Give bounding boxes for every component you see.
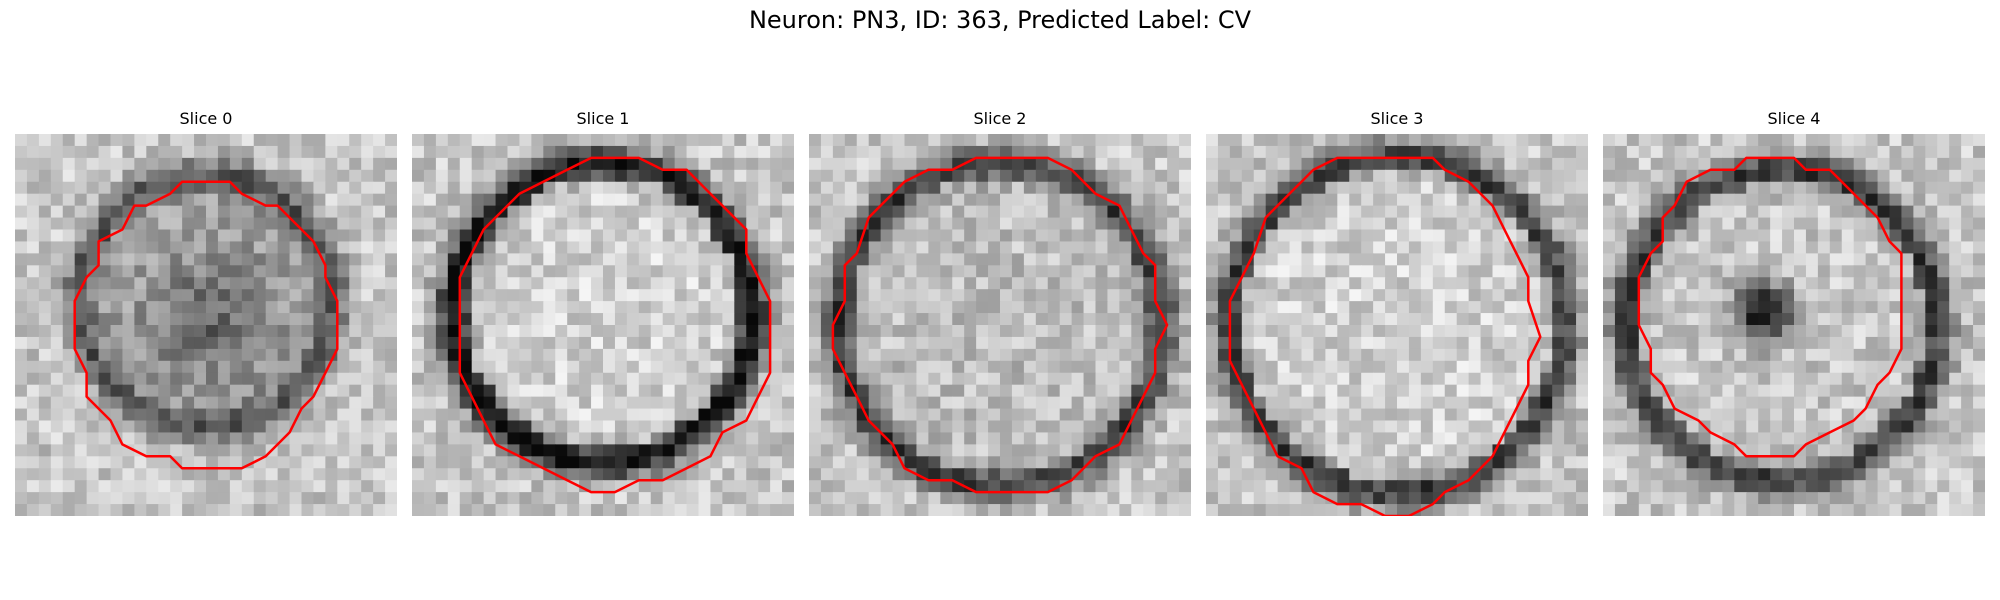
slice-image (1206, 134, 1588, 516)
segmentation-contour (73, 180, 339, 470)
slice-image (1603, 134, 1985, 516)
slice-panel-0: Slice 0 (15, 108, 397, 516)
slice-panel-1: Slice 1 (412, 108, 794, 516)
segmentation-contour (831, 156, 1169, 494)
slice-image (15, 134, 397, 516)
slice-image (412, 134, 794, 516)
slice-title: Slice 0 (179, 109, 233, 128)
slice-panel-3: Slice 3 (1206, 108, 1588, 516)
slice-title: Slice 1 (576, 109, 630, 128)
slice-title: Slice 4 (1767, 109, 1821, 128)
segmentation-contour (458, 156, 772, 494)
slice-title: Slice 2 (973, 109, 1027, 128)
slice-title: Slice 3 (1370, 109, 1424, 128)
segmentation-contour (1228, 156, 1542, 516)
slice-image (809, 134, 1191, 516)
figure-title: Neuron: PN3, ID: 363, Predicted Label: C… (748, 6, 1252, 34)
slice-panel-2: Slice 2 (809, 108, 1191, 516)
segmentation-contour (1637, 156, 1903, 458)
slice-panel-4: Slice 4 (1603, 108, 1985, 516)
